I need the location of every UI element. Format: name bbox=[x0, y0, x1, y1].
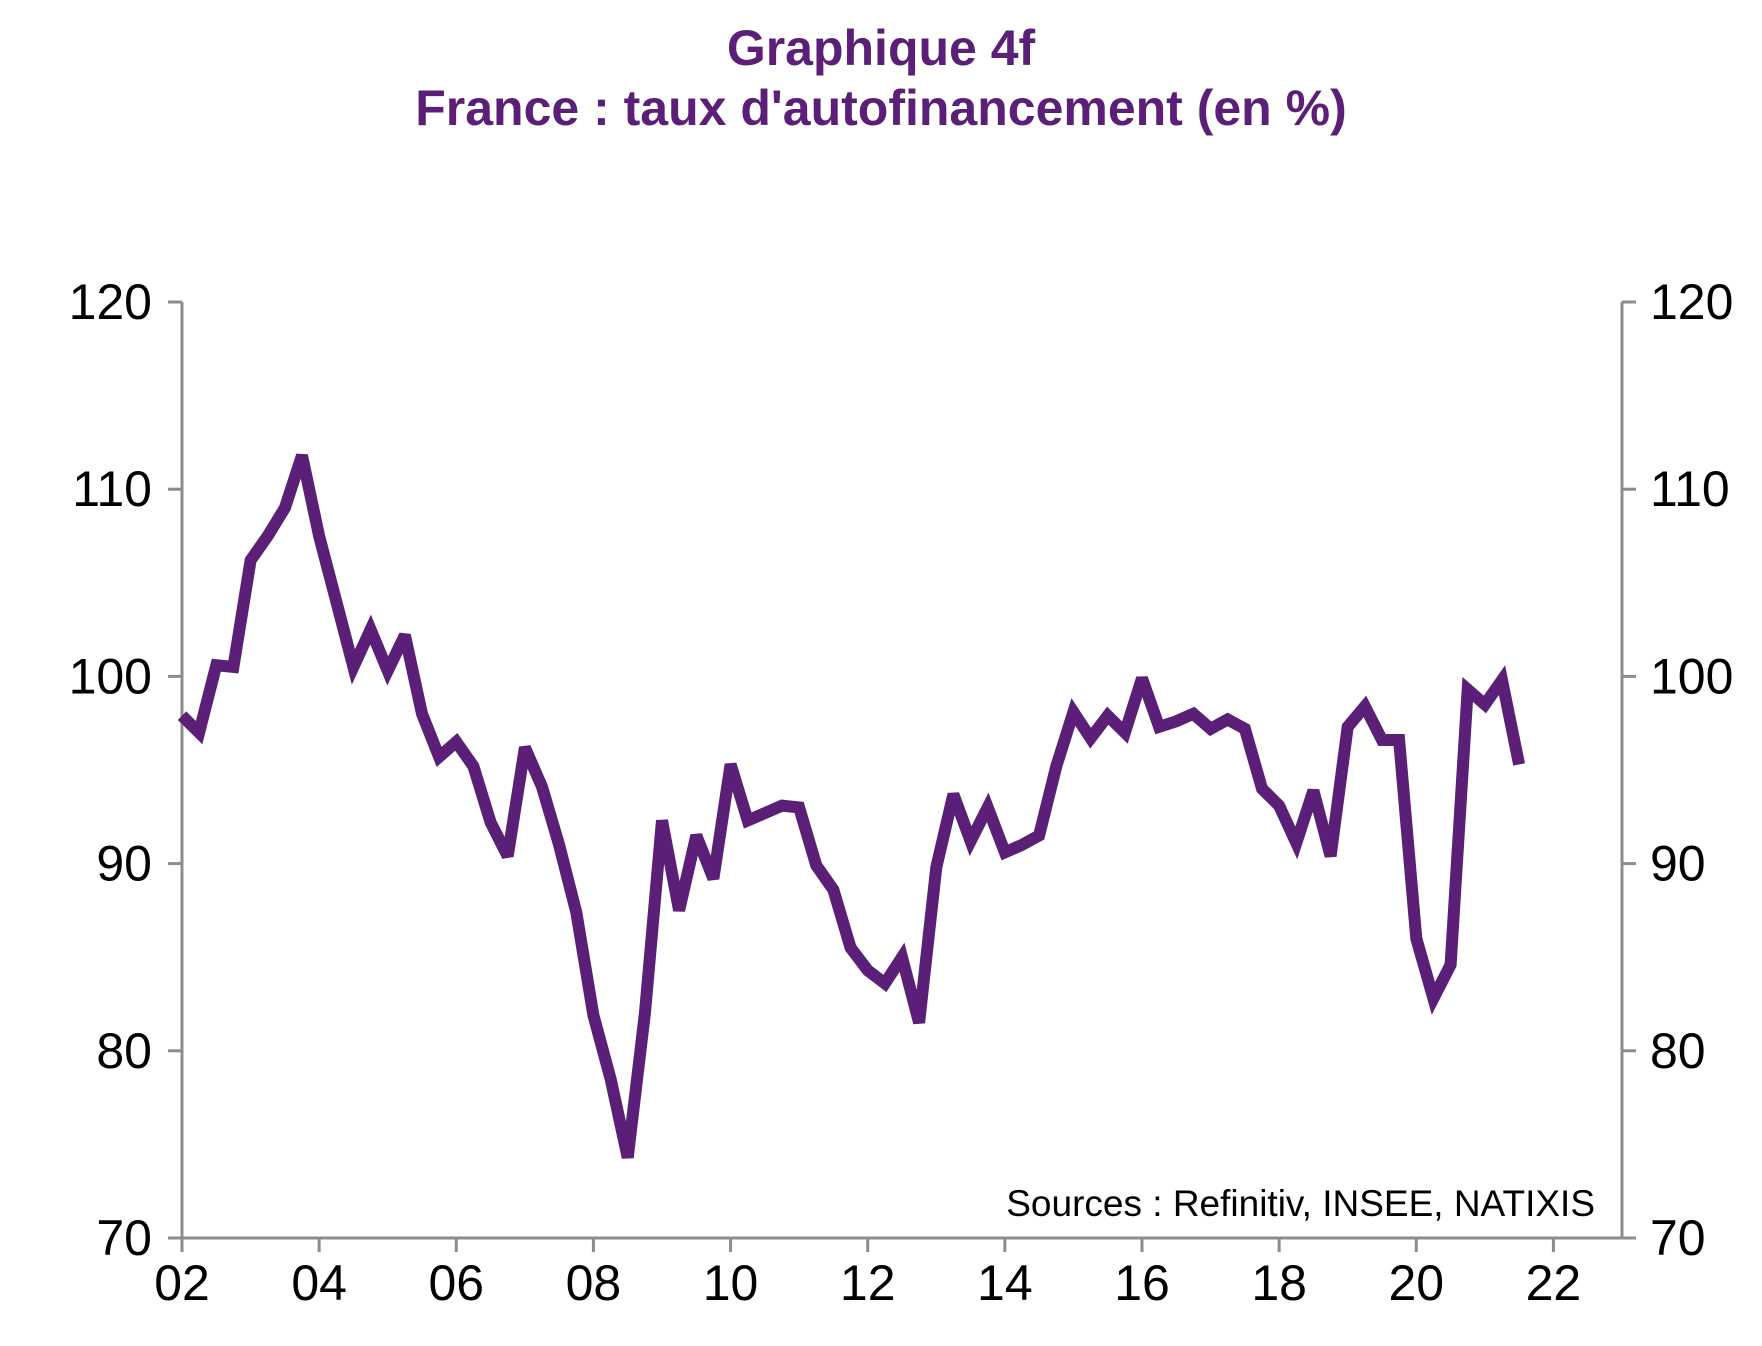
right-y-tick-label: 70 bbox=[1650, 1210, 1706, 1266]
left-y-tick-label: 70 bbox=[96, 1210, 152, 1266]
chart-axes bbox=[180, 302, 1624, 1240]
x-tick-label: 10 bbox=[703, 1255, 759, 1311]
right-y-tick-label: 120 bbox=[1650, 274, 1733, 330]
right-y-tick-label: 100 bbox=[1650, 648, 1733, 704]
chart-ticks bbox=[168, 300, 1636, 1252]
right-y-tick-label: 80 bbox=[1650, 1023, 1706, 1079]
x-tick-label: 06 bbox=[428, 1255, 484, 1311]
left-y-tick-label: 120 bbox=[69, 274, 152, 330]
right-y-tick-label: 110 bbox=[1650, 461, 1730, 517]
left-y-tick-label: 90 bbox=[96, 836, 152, 892]
left-y-tick-label: 100 bbox=[69, 648, 152, 704]
chart-series bbox=[177, 453, 1525, 1159]
chart-title: Graphique 4f bbox=[726, 20, 1036, 76]
x-tick-label: 02 bbox=[154, 1255, 210, 1311]
x-tick-label: 22 bbox=[1526, 1255, 1582, 1311]
series-line bbox=[177, 453, 1525, 1159]
chart-tick-labels: 70 70 80 80 90 90 100 100 110 110 120 120 02 04 06 08 10… bbox=[69, 274, 1734, 1311]
x-tick-label: 18 bbox=[1251, 1255, 1307, 1311]
x-tick-label: 12 bbox=[840, 1255, 896, 1311]
x-tick-label: 16 bbox=[1114, 1255, 1170, 1311]
chart-title-block: Graphique 4f France : taux d'autofinance… bbox=[0, 18, 1762, 138]
left-y-tick-label: 80 bbox=[96, 1023, 152, 1079]
left-y-tick-label: 110 bbox=[72, 461, 152, 517]
right-y-tick-label: 90 bbox=[1650, 836, 1706, 892]
x-tick-label: 20 bbox=[1388, 1255, 1444, 1311]
source-annotation: Sources : Refinitiv, INSEE, NATIXIS bbox=[1006, 1183, 1595, 1224]
chart-subtitle: France : taux d'autofinancement (en %) bbox=[415, 80, 1347, 136]
x-tick-label: 08 bbox=[566, 1255, 622, 1311]
x-tick-label: 04 bbox=[291, 1255, 347, 1311]
x-tick-label: 14 bbox=[977, 1255, 1033, 1311]
